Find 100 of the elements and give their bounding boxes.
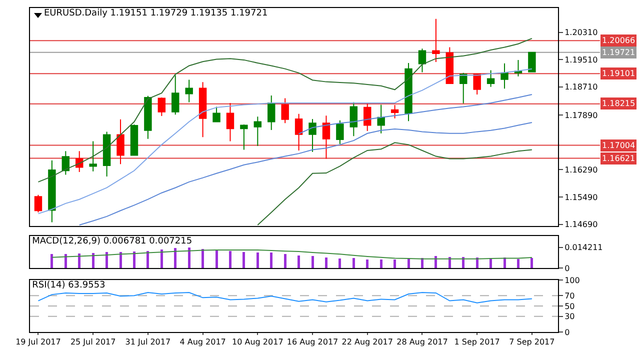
x-tick-label: 19 Jul 2017 xyxy=(16,338,61,347)
bar xyxy=(380,259,382,268)
ref-line-label: 1.18215 xyxy=(602,99,636,108)
candlestick xyxy=(432,18,440,62)
ref-line-label: 1.19721 xyxy=(602,48,636,57)
bar xyxy=(462,257,465,268)
bar xyxy=(311,256,314,268)
candlestick xyxy=(377,104,385,134)
bar xyxy=(242,252,246,268)
bar xyxy=(132,252,136,268)
bar xyxy=(420,258,424,268)
x-tick-label: 31 Jul 2017 xyxy=(125,338,171,347)
bar xyxy=(146,250,150,268)
candlestick xyxy=(102,131,111,177)
candlestick xyxy=(212,106,220,122)
candlestick xyxy=(528,52,536,73)
candlestick xyxy=(185,79,193,103)
bar xyxy=(188,247,190,268)
y-tick-label: 1.20310 xyxy=(564,28,598,38)
bar xyxy=(215,250,218,268)
candlestick xyxy=(116,118,124,165)
bar xyxy=(476,257,478,268)
bar xyxy=(270,252,273,268)
candlestick xyxy=(473,73,481,95)
y-tick-label: 50 xyxy=(564,302,575,311)
bar xyxy=(92,253,94,268)
bar xyxy=(516,258,520,268)
bar xyxy=(298,255,300,268)
y-tick-label: 1.16290 xyxy=(564,165,598,174)
candlestick xyxy=(254,116,262,147)
line-series xyxy=(38,68,532,214)
line-series xyxy=(38,38,532,182)
candlestick xyxy=(89,140,97,172)
bar xyxy=(324,257,328,268)
ref-line-label: 1.20066 xyxy=(602,36,636,45)
y-tick-label: 70 xyxy=(564,291,575,300)
line-series xyxy=(78,122,532,226)
y-tick-label: 0 xyxy=(564,328,570,337)
y-tick-label: 1.18710 xyxy=(564,82,598,92)
line-series xyxy=(298,94,532,134)
candlestick xyxy=(76,150,84,173)
bar xyxy=(352,258,355,268)
chart-title: RSI(14) 63.9553 xyxy=(32,280,106,290)
ref-line-label: 1.19101 xyxy=(602,69,636,78)
y-tick-label: 100 xyxy=(564,276,580,285)
bar xyxy=(503,257,506,268)
bar xyxy=(434,256,438,268)
x-tick-label: 28 Aug 2017 xyxy=(396,338,448,347)
bar xyxy=(394,259,396,268)
bar xyxy=(407,258,410,268)
candlestick xyxy=(322,115,330,160)
candlestick xyxy=(446,46,454,84)
bar xyxy=(202,248,204,268)
y-tick-label: 1.15490 xyxy=(564,192,598,202)
chart-title: EURUSD.Daily 1.19151 1.19729 1.19135 1.19721 xyxy=(44,8,268,18)
bar xyxy=(228,250,232,268)
candlestick xyxy=(486,70,495,88)
bar xyxy=(284,254,286,268)
bar xyxy=(64,254,67,268)
candlestick xyxy=(62,150,70,176)
candlestick xyxy=(268,94,276,130)
candlestick xyxy=(500,62,508,90)
candlestick xyxy=(350,102,358,137)
candlestick xyxy=(172,74,180,116)
candlestick xyxy=(48,160,56,223)
candlestick xyxy=(240,124,248,150)
candlestick xyxy=(294,113,303,151)
bar xyxy=(78,254,81,268)
line-series xyxy=(38,292,532,304)
bar xyxy=(174,248,177,268)
x-tick-label: 4 Aug 2017 xyxy=(180,338,226,347)
candlestick xyxy=(336,120,344,144)
bar xyxy=(338,258,342,268)
bar xyxy=(448,257,451,268)
candlestick xyxy=(418,48,426,73)
x-tick-label: 22 Aug 2017 xyxy=(342,338,393,347)
y-tick-label: 1.17890 xyxy=(564,110,598,120)
y-tick-label: 1.14690 xyxy=(564,220,598,230)
ref-line-label: 1.16621 xyxy=(602,154,636,163)
bar xyxy=(119,252,122,268)
x-tick-label: 25 Jul 2017 xyxy=(70,338,116,347)
candlestick xyxy=(158,97,166,116)
bar xyxy=(530,258,534,268)
x-tick-label: 10 Aug 2017 xyxy=(232,338,284,347)
y-tick-label: 0.014211 xyxy=(564,243,603,252)
candlestick xyxy=(281,98,289,124)
candlestick xyxy=(514,59,522,77)
bar xyxy=(106,252,108,268)
chart-title: MACD(12,26,9) 0.006781 0.007215 xyxy=(32,236,192,246)
candlestick xyxy=(404,62,412,122)
candlestick xyxy=(198,82,207,138)
candlestick xyxy=(308,118,316,152)
candlestick xyxy=(144,95,152,140)
x-tick-label: 16 Aug 2017 xyxy=(286,338,338,347)
candlestick xyxy=(130,124,138,156)
bar xyxy=(50,254,54,268)
bar xyxy=(366,259,369,268)
line-series xyxy=(257,142,532,226)
bar xyxy=(256,252,259,268)
candlestick xyxy=(226,102,234,142)
